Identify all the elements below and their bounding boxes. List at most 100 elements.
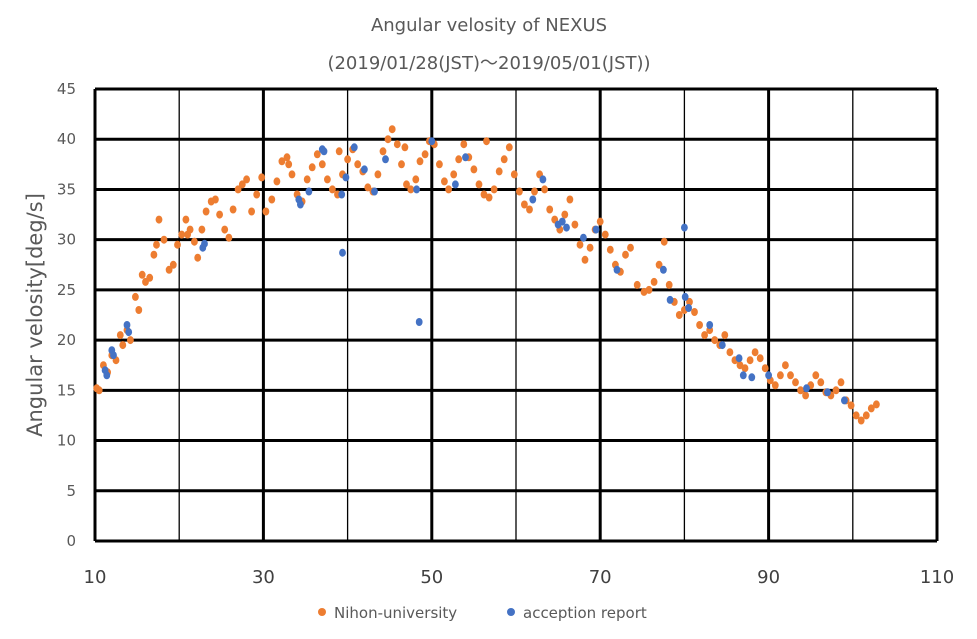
data-point xyxy=(462,153,469,162)
data-point xyxy=(155,215,163,224)
data-point xyxy=(531,187,538,196)
data-point xyxy=(751,348,759,357)
data-point xyxy=(388,125,396,134)
data-point xyxy=(413,185,420,194)
data-point xyxy=(756,354,764,363)
data-point xyxy=(681,223,688,232)
legend: Nihon-university acception report xyxy=(318,604,647,622)
data-point xyxy=(253,190,261,199)
y-tick-label: 40 xyxy=(57,130,76,148)
data-point xyxy=(650,277,658,286)
data-point xyxy=(576,240,584,249)
data-point xyxy=(606,245,614,254)
data-point xyxy=(169,260,177,269)
data-point xyxy=(371,187,378,196)
data-point xyxy=(666,295,674,304)
data-point xyxy=(416,157,424,166)
data-point xyxy=(229,205,237,214)
x-tick-label: 30 xyxy=(252,567,275,588)
data-point xyxy=(401,143,409,152)
data-point xyxy=(726,348,734,357)
x-axis-ticks: 10 30 50 70 90 110 xyxy=(84,567,955,588)
data-point xyxy=(797,386,804,395)
data-point xyxy=(824,388,831,397)
data-point xyxy=(297,200,304,209)
data-point xyxy=(837,378,845,387)
data-point xyxy=(812,371,820,380)
data-point xyxy=(706,321,714,329)
data-point xyxy=(873,400,880,409)
data-point xyxy=(318,160,326,169)
data-point xyxy=(460,140,468,149)
grid-lines xyxy=(93,87,939,543)
data-point xyxy=(248,207,256,216)
data-point xyxy=(243,175,251,184)
data-point xyxy=(361,165,368,174)
y-axis-label: Angular velosity[deg/s] xyxy=(23,193,47,437)
data-point xyxy=(393,140,401,149)
data-point xyxy=(407,185,415,194)
data-point xyxy=(765,371,772,380)
data-point xyxy=(421,150,429,159)
data-point xyxy=(601,230,609,239)
data-point xyxy=(627,243,634,252)
data-point xyxy=(262,207,270,216)
data-point xyxy=(455,155,463,164)
data-point xyxy=(384,135,392,144)
data-point xyxy=(103,371,111,380)
y-tick-label: 15 xyxy=(57,381,76,399)
data-point xyxy=(741,364,749,373)
x-tick-label: 10 xyxy=(84,567,107,588)
data-point xyxy=(558,217,566,226)
legend-item-acception-report: acception report xyxy=(507,604,647,622)
chart-title: Angular velosity of NEXUS xyxy=(371,15,607,36)
data-point xyxy=(452,180,459,189)
data-point xyxy=(225,233,233,242)
legend-item-nihon-university: Nihon-university xyxy=(318,604,457,622)
data-point xyxy=(701,331,708,340)
data-point xyxy=(746,356,754,365)
data-point xyxy=(201,239,208,248)
data-point xyxy=(415,318,423,326)
data-point xyxy=(718,341,726,350)
data-point xyxy=(857,416,865,425)
y-tick-label: 0 xyxy=(66,532,76,550)
data-point xyxy=(685,304,692,312)
data-point xyxy=(596,217,604,226)
y-tick-label: 45 xyxy=(57,80,76,98)
data-point xyxy=(561,210,569,219)
data-point xyxy=(123,321,131,329)
data-point xyxy=(483,137,490,146)
data-point xyxy=(495,167,503,176)
data-point xyxy=(283,153,291,162)
data-point xyxy=(546,205,554,214)
data-point xyxy=(403,180,410,189)
data-point xyxy=(660,237,668,246)
data-point xyxy=(110,351,117,360)
data-point xyxy=(258,173,266,182)
data-point xyxy=(832,386,840,395)
data-point xyxy=(273,177,281,186)
x-tick-label: 90 xyxy=(757,567,780,588)
data-point xyxy=(571,220,579,229)
data-point xyxy=(735,354,743,363)
x-tick-label: 50 xyxy=(420,567,443,588)
x-tick-label: 70 xyxy=(589,567,612,588)
data-point xyxy=(335,147,343,156)
data-point xyxy=(165,265,173,274)
data-point xyxy=(379,147,387,156)
data-point xyxy=(748,373,756,382)
data-point xyxy=(374,170,382,179)
data-point xyxy=(313,150,321,159)
data-point xyxy=(344,155,351,164)
data-point xyxy=(182,215,190,224)
data-point xyxy=(563,223,570,232)
data-point xyxy=(95,386,103,395)
data-point xyxy=(135,306,143,314)
data-point xyxy=(787,371,794,380)
data-point xyxy=(160,235,168,244)
y-tick-label: 35 xyxy=(57,180,76,198)
data-point xyxy=(521,200,528,209)
data-point xyxy=(428,137,436,146)
